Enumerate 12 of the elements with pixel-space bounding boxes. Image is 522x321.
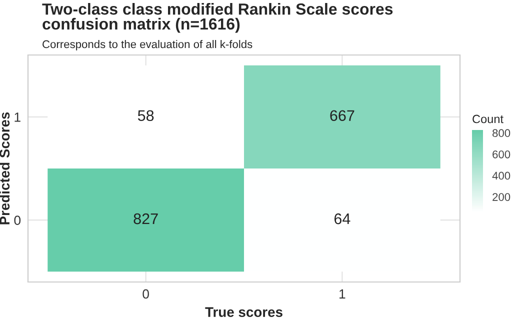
data-label: 667 [330, 110, 354, 122]
data-label: 58 [138, 110, 154, 122]
data-label: 827 [134, 213, 158, 224]
chart-subtitle: Corresponds to the evaluation of all k-folds [42, 40, 252, 50]
color-bar-label: 200 [492, 193, 510, 201]
data-label: 64 [334, 213, 350, 224]
x-axis-title: True scores [205, 307, 282, 317]
color-bar-label: 400 [492, 172, 510, 180]
color-bar-label: 800 [492, 129, 510, 138]
chart-title: Two-class class modified Rankin Scale scores confusion matrix (n=1616) [42, 3, 393, 33]
color-bar-title: Count [472, 114, 504, 124]
color-bar-label: 600 [492, 150, 510, 158]
